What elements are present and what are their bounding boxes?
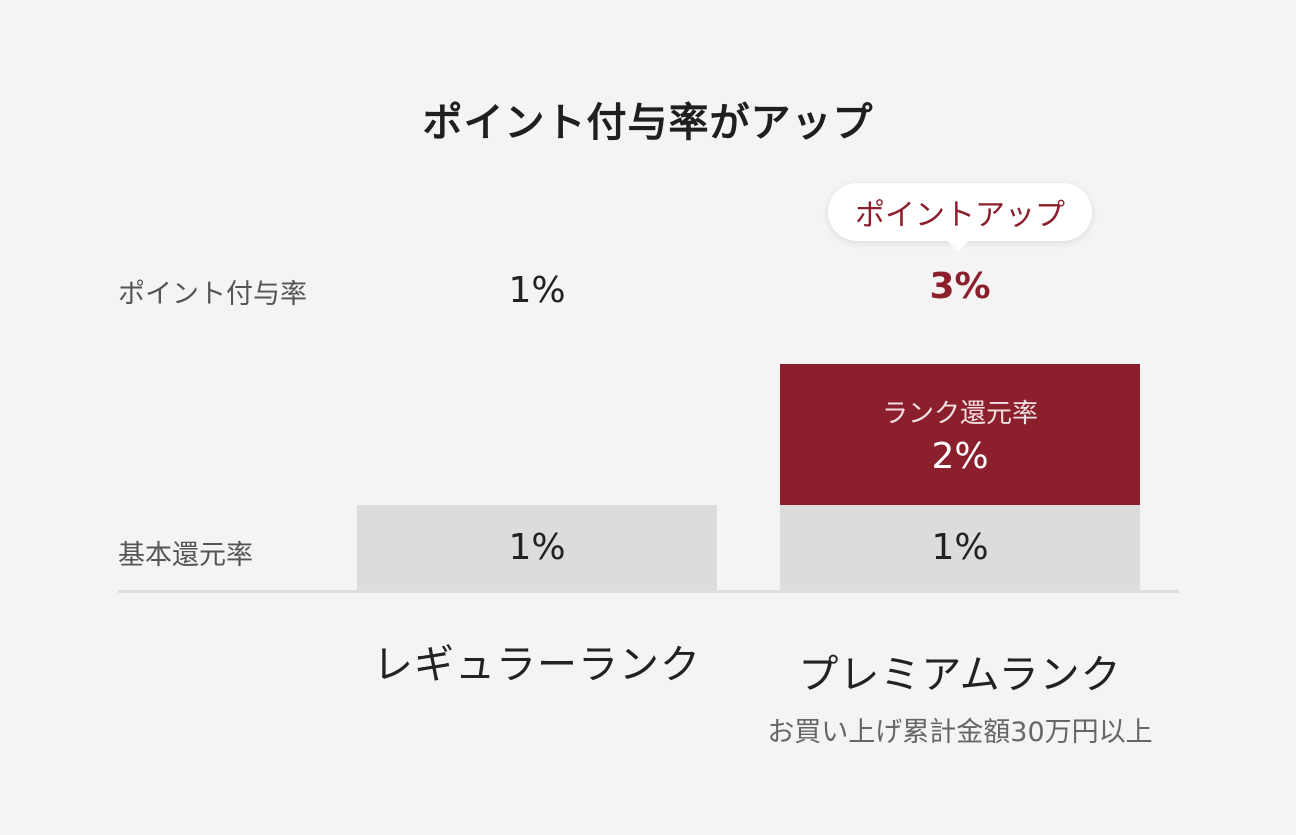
- regular-base-rate-value: 1%: [508, 527, 566, 568]
- category-regular-rank: レギュラーランク: [373, 642, 701, 688]
- badge-pointer: [946, 239, 970, 252]
- premium-rank-condition: お買い上げ累計金額30万円以上: [767, 717, 1153, 748]
- point-up-badge: ポイントアップ: [828, 183, 1092, 241]
- premium-total-rate: 3%: [929, 266, 991, 307]
- regular-total-rate: 1%: [508, 270, 566, 311]
- rank-rate-value: 2%: [931, 435, 989, 477]
- regular-base-rate-bar: 1%: [357, 505, 717, 590]
- category-premium-rank: プレミアムランク: [798, 652, 1122, 698]
- row-label-point-rate: ポイント付与率: [118, 279, 307, 310]
- premium-base-rate-bar: 1%: [780, 505, 1140, 590]
- premium-rank-rate-bar: ランク還元率 2%: [780, 364, 1140, 505]
- row-label-base-rate: 基本還元率: [118, 540, 253, 571]
- rank-rate-label: ランク還元率: [881, 398, 1038, 429]
- premium-base-rate-value: 1%: [931, 527, 989, 568]
- chart-title: ポイント付与率がアップ: [422, 100, 874, 146]
- chart-baseline: [118, 590, 1179, 593]
